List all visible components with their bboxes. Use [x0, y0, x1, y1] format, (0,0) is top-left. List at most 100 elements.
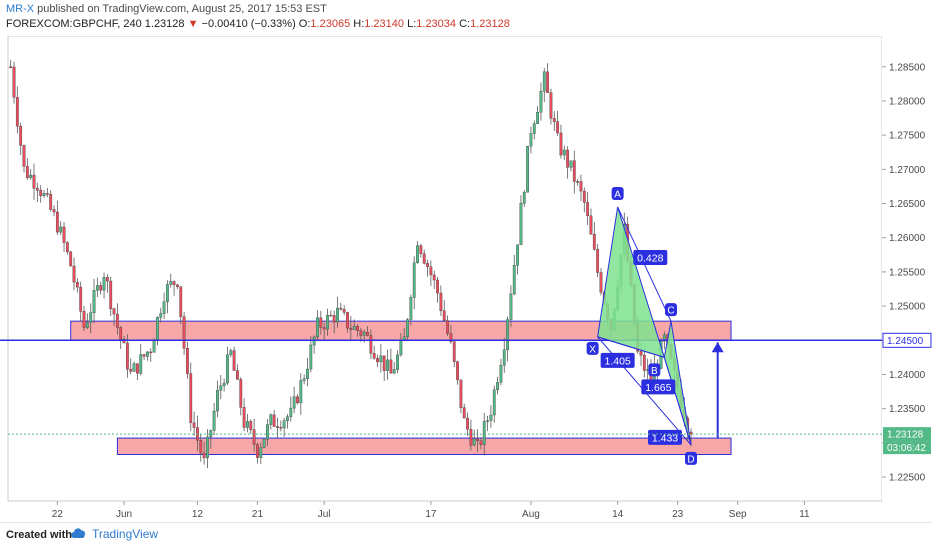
candle-body: [189, 373, 193, 423]
candle-body: [552, 118, 556, 122]
price-chart[interactable]: 22 Jun 12 21 Jul 17 Aug 14 23 Sep 11 1.28500 1.28000…: [0, 35, 932, 522]
candle-body: [62, 226, 66, 243]
candle-body: [569, 160, 573, 168]
candle-body: [65, 242, 69, 253]
candle-body: [72, 265, 76, 283]
candle-body: [15, 97, 19, 127]
candle-body: [512, 265, 516, 295]
footer: Created with TradingView: [0, 522, 932, 551]
candle-body: [49, 194, 53, 210]
candle-body: [529, 133, 533, 147]
candle-body: [392, 369, 396, 374]
publish-text: published on TradingView.com, August 25,…: [37, 3, 327, 15]
candle-body: [442, 310, 446, 321]
pattern-point-label: X: [589, 344, 596, 355]
candle-body: [219, 385, 223, 391]
candle-body: [562, 149, 566, 156]
candle-body: [135, 363, 139, 374]
sr-zone: [116, 437, 732, 455]
candle-body: [115, 313, 119, 328]
candle-body: [329, 314, 333, 317]
candle-body: [32, 174, 36, 189]
candle-body: [289, 407, 293, 418]
x-tick-label: 23: [672, 509, 684, 520]
candle-body: [182, 316, 186, 349]
y-tick-label: 1.25500: [889, 267, 926, 278]
candle-body: [642, 355, 646, 371]
candle-body: [149, 351, 153, 354]
candle-body: [199, 440, 203, 454]
pattern-leg: [597, 336, 665, 358]
symbol-name[interactable]: FOREXCOM:GBPCHF, 240: [6, 18, 142, 30]
low-label: L:: [407, 18, 417, 30]
candle-body: [232, 350, 236, 371]
candle-body: [436, 279, 439, 294]
y-tick-label: 1.25000: [889, 302, 926, 313]
ratio-label: 1.433: [652, 432, 678, 444]
candle-body: [272, 414, 276, 427]
candle-body: [166, 284, 169, 303]
candle-body: [169, 281, 173, 285]
candle-body: [12, 66, 16, 98]
candle-body: [236, 370, 239, 380]
candle-body: [359, 330, 363, 336]
candle-body: [226, 354, 229, 384]
x-tick-label: Jun: [116, 509, 132, 520]
candle-body: [42, 193, 46, 197]
candle-body: [559, 132, 563, 156]
open-value: 1.23065: [310, 18, 351, 30]
candle-body: [469, 429, 473, 446]
x-tick-label: Jul: [318, 509, 331, 520]
hline-price-label: 1.24500: [887, 336, 924, 347]
candle-body: [256, 444, 259, 458]
candle-body: [242, 407, 246, 428]
candle-body: [519, 203, 523, 245]
candle-body: [689, 431, 693, 435]
candle-body: [162, 301, 166, 314]
candle-body: [95, 285, 99, 291]
x-tick-label: 11: [799, 509, 810, 520]
candle-body: [246, 421, 249, 428]
candle-body: [52, 209, 56, 213]
current-price-tag: [883, 427, 931, 442]
tradingview-logo[interactable]: TradingView: [70, 527, 158, 541]
ratio-badge: [600, 352, 635, 368]
candle-body: [299, 380, 303, 404]
symbol-legend: FOREXCOM:GBPCHF, 240 1.23128 ▼ −0.00410 …: [6, 18, 510, 30]
open-label: O:: [298, 18, 311, 30]
candle-body: [566, 149, 570, 168]
price-scale: [882, 36, 932, 501]
candle-body: [202, 452, 206, 459]
candle-body: [576, 181, 580, 183]
author-link[interactable]: MR-X: [6, 3, 35, 15]
candle-body: [69, 251, 73, 267]
candle-body: [502, 349, 506, 366]
candle-body: [125, 342, 129, 370]
candle-body: [229, 350, 233, 356]
chart-area[interactable]: 22 Jun 12 21 Jul 17 Aug 14 23 Sep 11 1.28500 1.28000…: [0, 35, 932, 522]
y-tick-label: 1.27000: [889, 165, 926, 176]
pattern-point-label: B: [651, 366, 658, 377]
candle-body: [206, 436, 209, 459]
hline-price-tag: [882, 332, 932, 348]
candle-body: [286, 416, 289, 421]
x-tick-label: 22: [52, 509, 64, 520]
candle-body: [639, 351, 643, 356]
candle-body: [482, 421, 486, 445]
candle-body: [59, 226, 63, 233]
candle-body: [179, 286, 183, 317]
x-tick-label: 17: [425, 509, 437, 520]
candle-body: [216, 390, 219, 412]
pattern-point-badge: [611, 186, 624, 200]
candle-body: [279, 427, 283, 429]
candle-body: [462, 407, 466, 419]
candle-body: [332, 315, 336, 323]
high-value: 1.23140: [364, 18, 405, 30]
candle-body: [536, 111, 540, 124]
candle-body: [486, 420, 489, 422]
y-tick-label: 1.26500: [889, 199, 926, 210]
candle-body: [25, 166, 29, 179]
candle-body: [339, 307, 343, 310]
candle-body: [416, 245, 419, 263]
candle-body: [252, 429, 256, 445]
